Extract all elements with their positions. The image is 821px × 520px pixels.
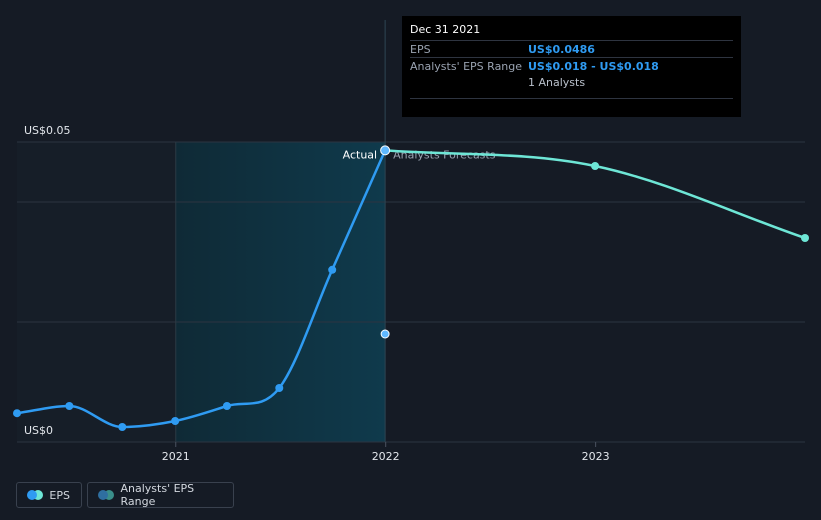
highlight-region: [175, 142, 386, 442]
actual-region-label: Actual: [343, 148, 377, 161]
eps-point: [275, 384, 284, 392]
tooltip-analysts-count: 1 Analysts: [528, 75, 586, 89]
legend-eps-label: EPS: [49, 488, 70, 502]
tooltip-range-label: Analysts' EPS Range: [410, 59, 523, 73]
eps-point: [171, 417, 180, 425]
forecast-point: [591, 162, 600, 170]
chart-tooltip: Dec 31 2021 EPS US$0.0486 Analysts' EPS …: [402, 16, 741, 117]
eps-range-point: [380, 329, 390, 339]
eps-point: [13, 409, 21, 418]
forecast-point: [801, 234, 809, 242]
tooltip-eps-label: EPS: [410, 42, 431, 56]
legend-eps-range[interactable]: Analysts' EPS Range: [87, 482, 234, 508]
x-tick-label: 2021: [162, 450, 190, 463]
tooltip-range-value: US$0.018 - US$0.018: [528, 59, 659, 73]
eps-point: [222, 402, 231, 410]
legend-eps-swatch-icon: [27, 490, 43, 500]
y-tick-label: US$0.05: [24, 124, 71, 137]
eps-point: [380, 145, 391, 156]
eps-point: [328, 265, 337, 274]
x-tick-label: 2022: [372, 450, 400, 463]
eps-point: [65, 402, 74, 410]
x-tick-label: 2023: [582, 450, 610, 463]
tooltip-date: Dec 31 2021: [410, 23, 481, 36]
legend-eps[interactable]: EPS: [16, 482, 82, 508]
eps-point: [118, 423, 127, 431]
tooltip-eps-value: US$0.0486: [528, 42, 595, 56]
legend-range-swatch-icon: [98, 490, 114, 500]
y-tick-label: US$0: [24, 424, 53, 437]
legend-range-label: Analysts' EPS Range: [120, 482, 195, 508]
